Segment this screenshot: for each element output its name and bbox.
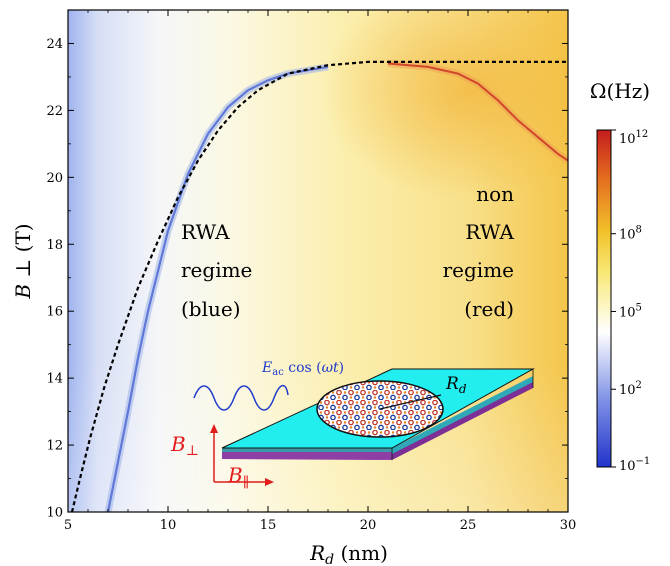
colorbar-label: Ω(Hz): [590, 79, 650, 103]
y-tick-label: 10: [46, 506, 63, 521]
x-tick-label: 10: [160, 518, 177, 533]
y-tick-label: 12: [46, 439, 63, 454]
colorbar-tick-label: 1012: [619, 129, 648, 147]
x-tick-label: 25: [460, 518, 477, 533]
y-axis-label: B ⊥ (T): [11, 223, 35, 299]
colorbar-ticks: 1012 108 105 102 10−1: [611, 129, 650, 474]
annotation-right: non RWA regime (red): [443, 182, 515, 321]
annotation-left-line3: (blue): [181, 297, 241, 321]
x-tick-label: 30: [560, 518, 577, 533]
colorbar: Ω(Hz) 1012 108 105 102 10−1: [590, 79, 650, 474]
colorbar-gradient: [596, 129, 612, 468]
y-tick-label: 18: [46, 238, 63, 253]
annotation-left: RWA regime (blue): [181, 220, 252, 321]
annotation-right-line2: RWA: [465, 220, 514, 244]
annotation-left-line1: RWA: [181, 220, 230, 244]
y-tick-label: 14: [46, 372, 63, 387]
y-tick-label: 20: [46, 171, 63, 186]
x-tick-label: 15: [260, 518, 277, 533]
y-tick-label: 22: [46, 104, 63, 119]
colorbar-tick-label: 105: [619, 302, 642, 320]
slab-front-purple: [222, 452, 392, 460]
slab-side-purple: [392, 382, 533, 460]
annotation-left-line2: regime: [181, 258, 252, 282]
x-axis-label: Rd (nm): [309, 541, 388, 566]
y-tick-label: 16: [46, 305, 63, 320]
ac-field-wave: [193, 384, 289, 411]
radius-line: [379, 394, 442, 410]
annotation-right-line4: (red): [464, 297, 514, 321]
dashed-boundary-curve: [70, 60, 568, 512]
red-resonance-line: [387, 62, 568, 162]
colorbar-tick-label: 102: [619, 380, 642, 398]
annotation-right-line3: regime: [443, 258, 514, 282]
y-tick-label: 24: [46, 37, 63, 52]
annotation-right-line1: non: [476, 182, 514, 206]
plot-frame: [67, 9, 569, 513]
colorbar-tick-label: 10−1: [619, 456, 650, 474]
curves-layer: [70, 60, 568, 512]
x-tick-label: 5: [64, 518, 72, 533]
x-tick-label: 20: [360, 518, 377, 533]
colorbar-tick-label: 108: [619, 225, 642, 243]
